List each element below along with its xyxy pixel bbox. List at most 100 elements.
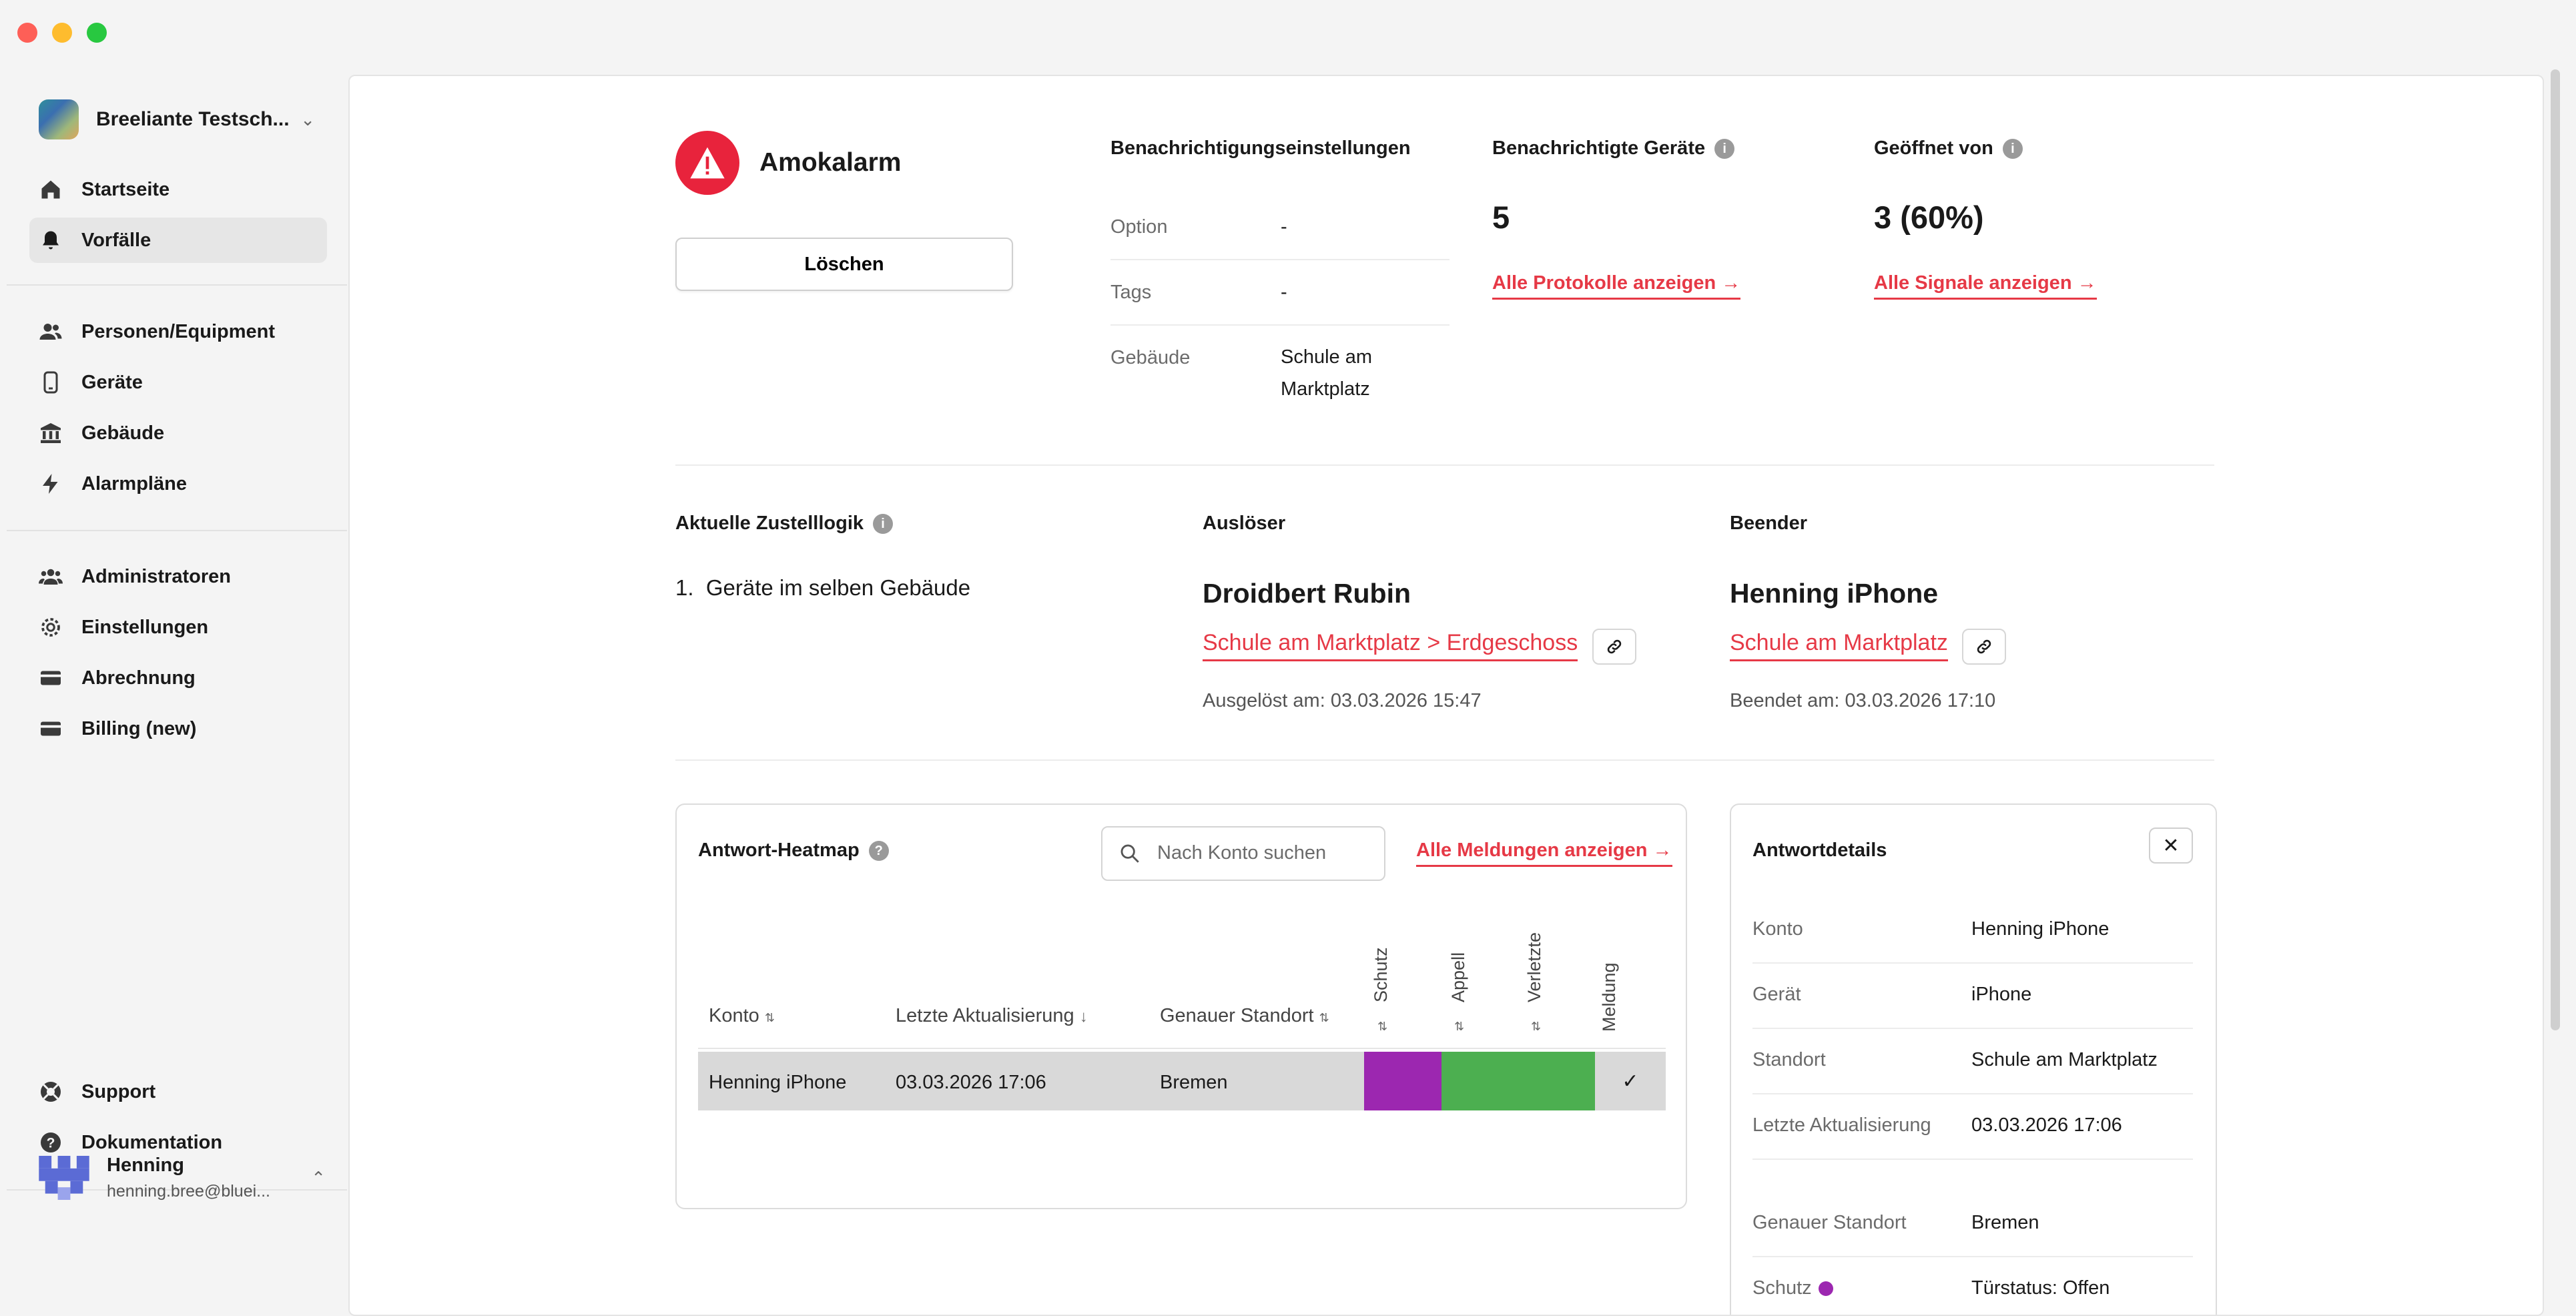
window-controls xyxy=(17,23,107,43)
sidebar-item-label: Startseite xyxy=(81,178,170,200)
detail-value: iPhone xyxy=(1971,984,2032,1005)
sidebar-item-alarmplaene[interactable]: Alarmpläne xyxy=(29,461,327,507)
opened-by-count: 3 (60%) xyxy=(1874,200,1984,235)
detail-key: Gerät xyxy=(1752,984,1801,1005)
bell-icon xyxy=(43,231,59,250)
sort-icon[interactable]: ⇅ xyxy=(1454,1020,1465,1033)
sidebar-item-startseite[interactable]: Startseite xyxy=(29,167,327,212)
sidebar-item-personen[interactable]: Personen/Equipment xyxy=(29,309,327,354)
phone-icon xyxy=(43,371,58,394)
card-icon xyxy=(41,671,61,685)
user-menu[interactable]: Henning henning.bree@bluei... ⌃ xyxy=(39,1144,326,1211)
row-location: Bremen xyxy=(1160,1072,1228,1093)
sidebar: Breeliante Testsch... ⌄ Startseite Vorfä… xyxy=(0,73,347,1313)
sort-icon[interactable]: ⇅ xyxy=(1531,1020,1542,1033)
column-header-appell[interactable]: Appell xyxy=(1448,952,1468,1002)
sort-icon[interactable]: ⇅ xyxy=(1377,1020,1388,1033)
response-details-panel: Antwortdetails ✕ Konto Henning iPhone Ge… xyxy=(1730,803,2217,1315)
sidebar-item-vorfaelle[interactable]: Vorfälle xyxy=(29,218,327,263)
card-icon xyxy=(41,721,61,736)
detail-value: 03.03.2026 17:06 xyxy=(1971,1114,2122,1136)
scrollbar[interactable] xyxy=(2551,69,2560,1030)
sidebar-item-gebaeude[interactable]: Gebäude xyxy=(29,410,327,456)
org-switcher[interactable]: Breeliante Testsch... ⌄ xyxy=(39,97,319,141)
info-icon[interactable]: i xyxy=(1714,139,1735,159)
org-name: Breeliante Testsch... xyxy=(96,108,290,130)
info-icon[interactable]: i xyxy=(873,514,893,535)
sidebar-item-label: Geräte xyxy=(81,371,143,393)
detail-key: Konto xyxy=(1752,918,1803,940)
trigger-name: Droidbert Rubin xyxy=(1203,578,1411,609)
help-icon[interactable]: ? xyxy=(868,841,889,862)
heatmap-title: Antwort-Heatmap? xyxy=(698,840,889,862)
sidebar-item-administratoren[interactable]: Administratoren xyxy=(29,554,327,599)
all-reports-link[interactable]: Alle Meldungen anzeigen → xyxy=(1416,840,1672,867)
detail-key: Schutz xyxy=(1752,1277,1833,1299)
user-name: Henning xyxy=(107,1155,184,1176)
setting-key: Option xyxy=(1110,216,1168,238)
check-icon: ✓ xyxy=(1622,1070,1639,1092)
divider xyxy=(1752,1159,2193,1160)
divider xyxy=(1752,1093,2193,1094)
gear-icon xyxy=(41,618,60,637)
delete-button[interactable]: Löschen xyxy=(675,238,1013,291)
minimize-window-button[interactable] xyxy=(52,23,72,43)
sidebar-item-einstellungen[interactable]: Einstellungen xyxy=(29,605,327,650)
ender-heading: Beender xyxy=(1730,513,1808,534)
org-logo xyxy=(39,99,79,139)
trigger-location-link[interactable]: Schule am Marktplatz > Erdgeschoss xyxy=(1203,630,1578,661)
divider xyxy=(1110,324,1450,326)
column-header-updated[interactable]: Letzte Aktualisierung ↓ xyxy=(896,1005,1088,1026)
sidebar-item-dokumentation[interactable]: ? Dokumentation xyxy=(29,1120,327,1165)
sort-desc-icon: ↓ xyxy=(1079,1008,1088,1026)
zoom-window-button[interactable] xyxy=(87,23,107,43)
sidebar-item-label: Einstellungen xyxy=(81,616,209,638)
search-input[interactable]: Nach Konto suchen xyxy=(1101,826,1385,881)
close-icon[interactable]: ✕ xyxy=(2149,828,2193,864)
opened-by-heading: Geöffnet von i xyxy=(1874,137,2023,159)
admins-icon xyxy=(39,569,63,585)
info-icon[interactable]: i xyxy=(2002,139,2023,159)
sidebar-item-geraete[interactable]: Geräte xyxy=(29,360,327,405)
column-header-account[interactable]: Konto ⇅ xyxy=(709,1005,775,1026)
bolt-icon xyxy=(43,474,58,494)
row-updated: 03.03.2026 17:06 xyxy=(896,1072,1046,1093)
column-header-schutz[interactable]: Schutz xyxy=(1371,947,1391,1002)
all-logs-link[interactable]: Alle Protokolle anzeigen → xyxy=(1492,272,1741,300)
sidebar-item-support[interactable]: Support xyxy=(29,1069,327,1114)
setting-value: - xyxy=(1281,216,1287,238)
heatmap-cell-verletzte[interactable] xyxy=(1518,1052,1595,1110)
divider xyxy=(675,759,2214,761)
people-icon xyxy=(39,324,62,340)
sort-icon: ⇅ xyxy=(1319,1011,1329,1024)
detail-value: Türstatus: Offen xyxy=(1971,1277,2110,1299)
link-icon xyxy=(1977,639,1991,654)
sidebar-item-billing[interactable]: Billing (new) xyxy=(29,706,327,751)
heatmap-cell-appell[interactable] xyxy=(1441,1052,1518,1110)
close-window-button[interactable] xyxy=(17,23,37,43)
ender-location-link[interactable]: Schule am Marktplatz xyxy=(1730,630,1948,661)
detail-key: Genauer Standort xyxy=(1752,1212,1907,1233)
heatmap-cell-schutz[interactable] xyxy=(1364,1052,1441,1110)
trigger-time: Ausgelöst am: 03.03.2026 15:47 xyxy=(1203,690,1482,711)
sidebar-item-abrechnung[interactable]: Abrechnung xyxy=(29,655,327,701)
help-icon: ? xyxy=(41,1132,61,1153)
chevron-down-icon: ⌄ xyxy=(300,109,315,129)
warning-icon xyxy=(675,131,739,195)
details-title: Antwortdetails xyxy=(1752,840,1887,861)
divider xyxy=(1752,962,2193,964)
copy-link-button[interactable] xyxy=(1592,629,1636,665)
notified-devices-heading: Benachrichtigte Geräte i xyxy=(1492,137,1735,159)
delivery-logic-heading: Aktuelle Zustelllogik i xyxy=(675,513,893,535)
all-signals-link[interactable]: Alle Signale anzeigen → xyxy=(1874,272,2097,300)
column-header-verletzte[interactable]: Verletzte xyxy=(1524,932,1544,1002)
column-header-location[interactable]: Genauer Standort ⇅ xyxy=(1160,1005,1329,1026)
detail-value: Bremen xyxy=(1971,1212,2039,1233)
divider xyxy=(7,284,347,286)
copy-link-button[interactable] xyxy=(1962,629,2006,665)
divider xyxy=(698,1048,1666,1049)
divider xyxy=(7,530,347,531)
divider xyxy=(675,464,2214,466)
divider xyxy=(1110,259,1450,260)
home-icon xyxy=(41,180,60,199)
